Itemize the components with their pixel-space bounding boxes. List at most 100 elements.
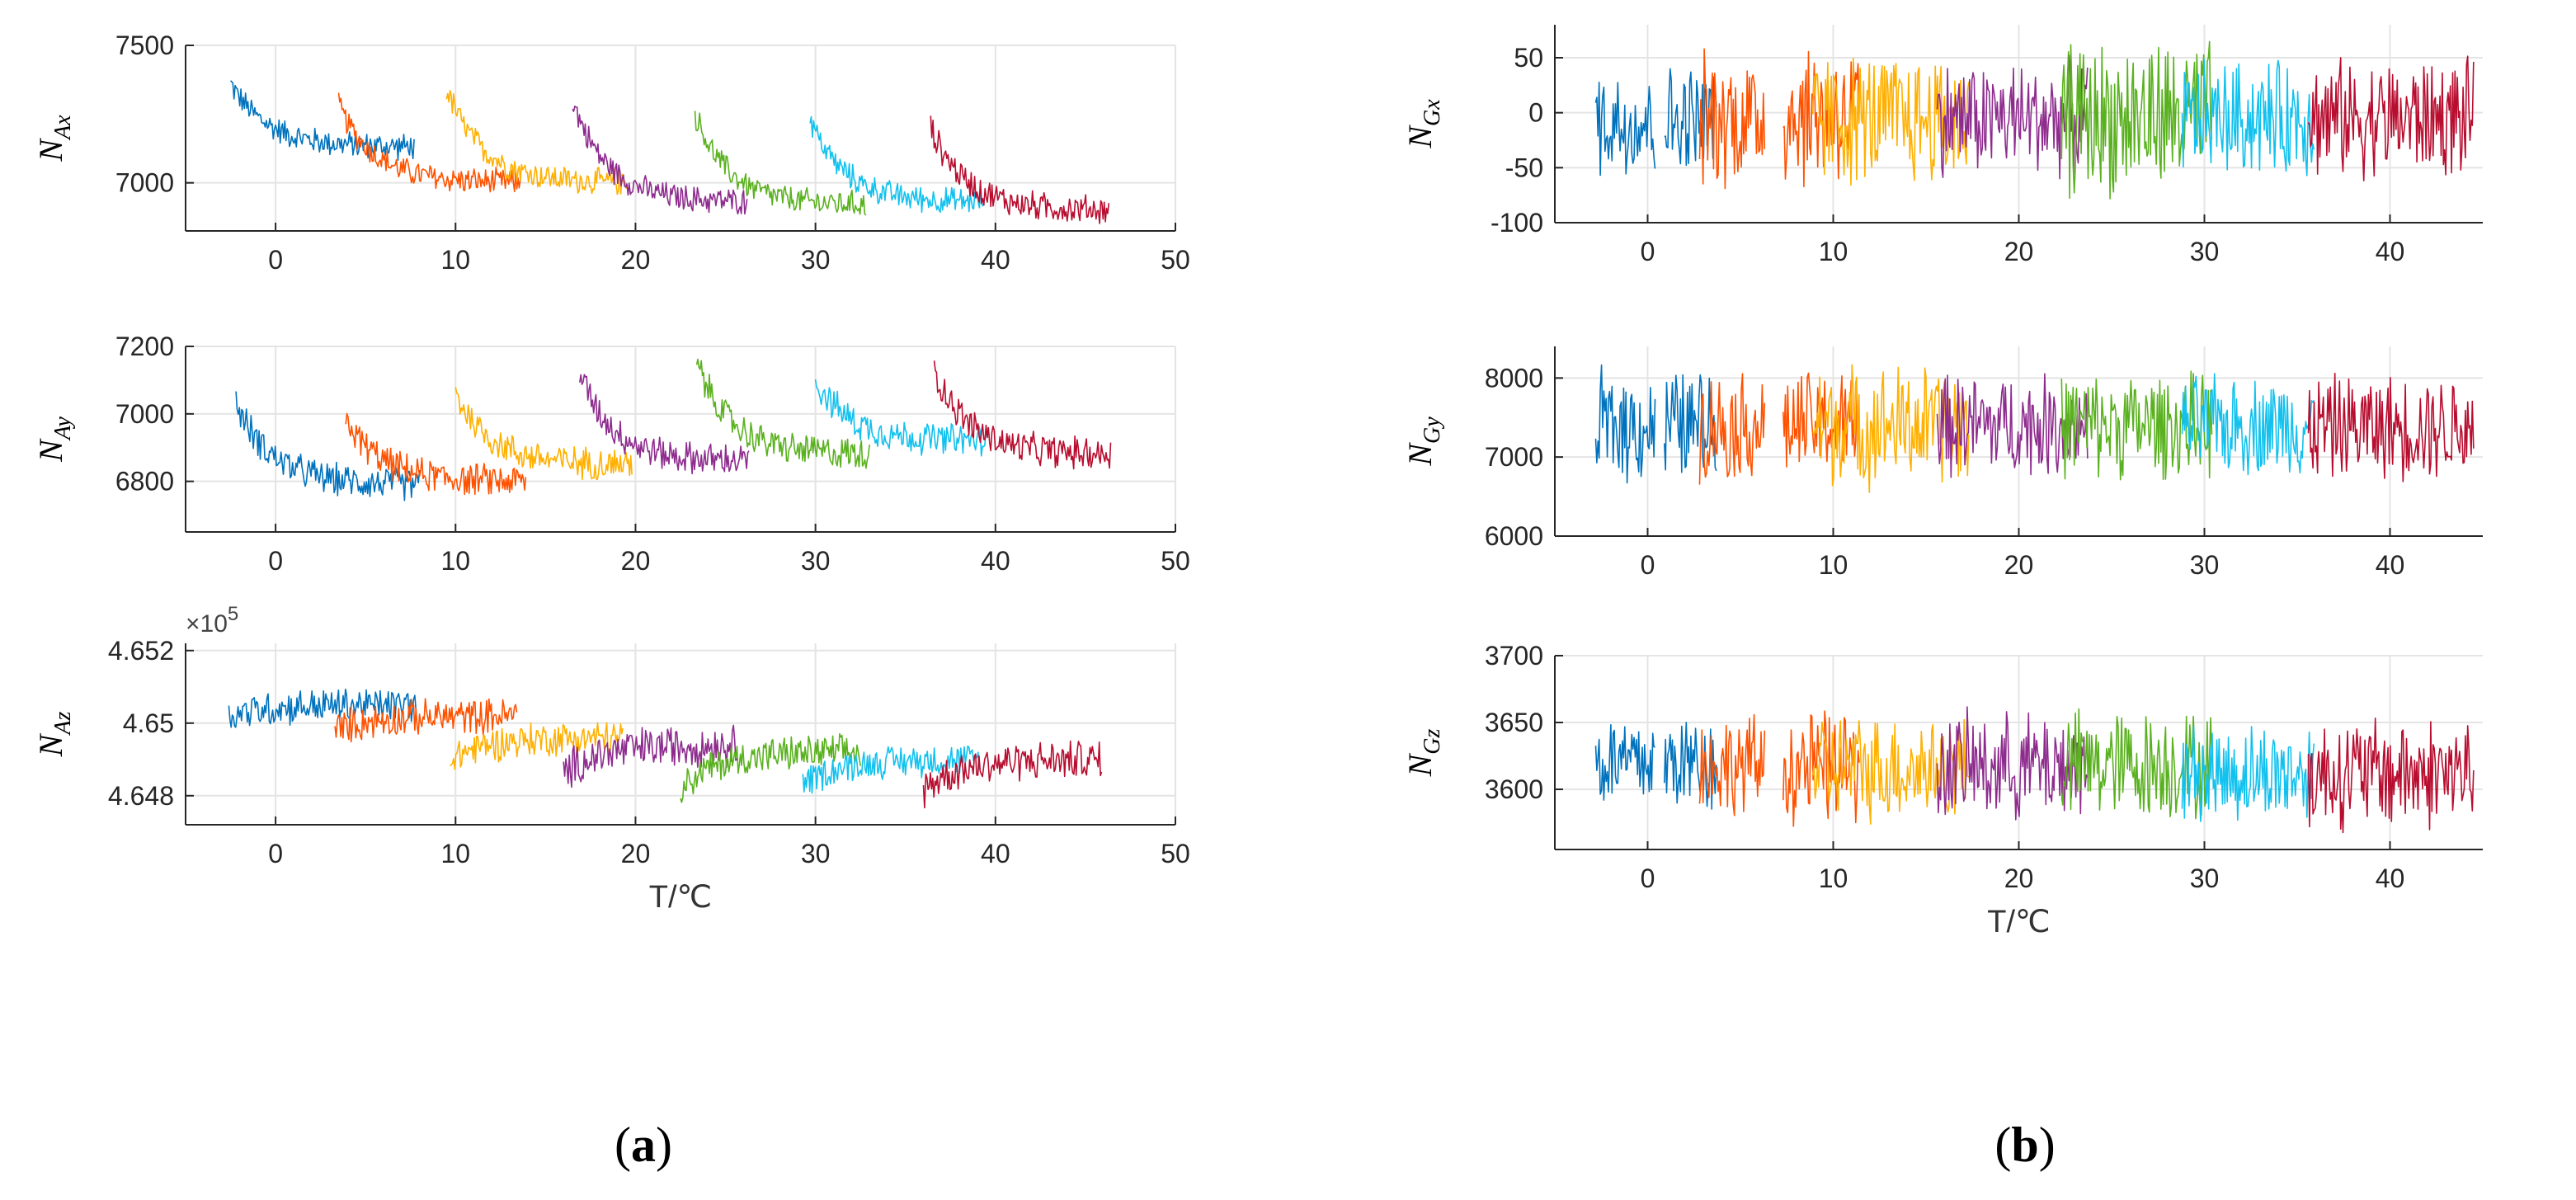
y-tick-label: -100 (1491, 208, 1543, 238)
y-axis-label: NGy (1401, 416, 1445, 467)
panel-label-b-letter: b (2011, 1118, 2038, 1172)
y-tick-label: 4.652 (108, 636, 174, 666)
y-axis-label: NAz (32, 712, 76, 758)
data-series (814, 379, 989, 457)
panel-label-b: (b) (1994, 1118, 2055, 1172)
y-axis-label: NGz (1401, 728, 1445, 777)
series-group (235, 358, 1112, 501)
x-tick-label: 10 (440, 546, 470, 576)
series-group (1594, 364, 2475, 493)
subplot-NAy: 0 10 20 30 40 50 6800 7000 7200 NAy (32, 332, 1190, 576)
data-series (922, 740, 1103, 809)
subplot-NAz: 0 10 20 30 40 50 4.648 4.65 4.652 NAz ×105 T/℃ (32, 603, 1190, 915)
y-axis-label-sub: Ay (50, 416, 76, 442)
x-tick-label: 30 (801, 839, 831, 868)
panel-label-a-open: ( (615, 1118, 631, 1172)
x-tick-label: 10 (440, 839, 470, 868)
x-tick-label: 40 (2376, 864, 2405, 893)
subplot-NGx: 0 10 20 30 40 -100 -50 0 50 NGx (1401, 25, 2483, 266)
x-tick-label: 40 (981, 546, 1010, 576)
x-tick-label: 0 (268, 245, 283, 275)
data-series (694, 111, 867, 216)
x-tick-label: 30 (2190, 237, 2220, 266)
x-tick-label: 0 (1641, 864, 1655, 893)
data-series (2060, 40, 2213, 200)
y-tick-label: 6000 (1485, 521, 1543, 551)
data-series (2307, 718, 2475, 834)
data-series (1698, 48, 1766, 190)
series-group (229, 80, 1110, 224)
y-axis-label-sub: Gz (1420, 728, 1445, 754)
data-series (1594, 724, 1655, 801)
data-series (695, 358, 870, 469)
x-tick-label: 30 (2190, 864, 2220, 893)
data-series (445, 90, 628, 195)
data-series (1664, 722, 1717, 810)
data-series (2181, 725, 2315, 822)
y-axis-label: NAy (32, 416, 76, 463)
y-axis-label-sub: Gx (1420, 99, 1445, 126)
panel-label-a-letter: a (631, 1118, 656, 1172)
data-series (1594, 82, 1656, 176)
y-axis-label-sub: Ax (50, 115, 76, 141)
y-tick-label: 3600 (1485, 774, 1543, 804)
data-series (933, 360, 1112, 470)
data-series (680, 732, 861, 803)
y-tick-label: 7000 (1485, 442, 1543, 472)
y-axis-label-main: N (1401, 442, 1439, 467)
y-axis-label-sub: Gy (1420, 416, 1445, 444)
x-tick-label: 30 (2190, 550, 2220, 580)
data-series (572, 106, 748, 215)
x-tick-label: 10 (440, 245, 470, 275)
x-axis-label: T/℃ (1987, 905, 2050, 939)
y-axis-label: NAx (32, 115, 76, 162)
data-series (809, 115, 984, 214)
y-tick-label: 7000 (115, 168, 174, 198)
x-axis-label: T/℃ (649, 880, 712, 915)
x-tick-label: 20 (2004, 550, 2034, 580)
y-axis-label-main: N (32, 732, 69, 757)
data-series (229, 80, 415, 161)
data-series (579, 374, 750, 475)
x-tick-label: 20 (2004, 237, 2034, 266)
y-axis-label-sub: Az (50, 712, 76, 736)
y-tick-label: 7200 (115, 332, 174, 361)
x-tick-label: 40 (981, 839, 1010, 868)
subplot-NGz: 0 10 20 30 40 3600 3650 3700 NGz T/℃ (1401, 641, 2483, 939)
x-tick-label: 30 (801, 245, 831, 275)
series-group (228, 688, 1103, 809)
panel-label-b-close: ) (2039, 1118, 2056, 1172)
data-series (2181, 59, 2315, 176)
data-series (345, 412, 527, 496)
data-series (1782, 372, 1860, 468)
data-series (2307, 55, 2475, 181)
x-tick-label: 40 (2376, 237, 2405, 266)
y-axis-label: NGx (1401, 99, 1445, 149)
y-axis-multiplier: ×105 (186, 603, 238, 638)
y-tick-label: 8000 (1485, 363, 1543, 393)
data-series (1782, 710, 1860, 827)
y-tick-label: 0 (1528, 98, 1543, 128)
data-series (454, 387, 633, 481)
data-series (1698, 373, 1766, 485)
y-tick-label: 3700 (1485, 641, 1543, 671)
y-tick-label: 4.648 (108, 781, 174, 811)
data-series (2307, 372, 2475, 482)
data-series (802, 746, 980, 794)
x-tick-label: 20 (621, 245, 651, 275)
data-series (1698, 713, 1766, 816)
panel-label-b-open: ( (1994, 1118, 2011, 1172)
x-tick-label: 0 (268, 839, 283, 868)
data-series (2060, 708, 2213, 820)
x-tick-label: 50 (1161, 839, 1190, 868)
y-axis-label-main: N (32, 438, 69, 463)
x-tick-label: 0 (1641, 237, 1655, 266)
subplot-NAx: 0 10 20 30 40 50 7000 7500 NAx (32, 31, 1190, 275)
x-tick-label: 40 (981, 245, 1010, 275)
y-tick-label: 50 (1514, 43, 1543, 73)
data-series (337, 92, 521, 193)
y-tick-label: 3650 (1485, 708, 1543, 737)
series-group (1594, 40, 2475, 200)
y-axis-label-main: N (1401, 752, 1439, 777)
